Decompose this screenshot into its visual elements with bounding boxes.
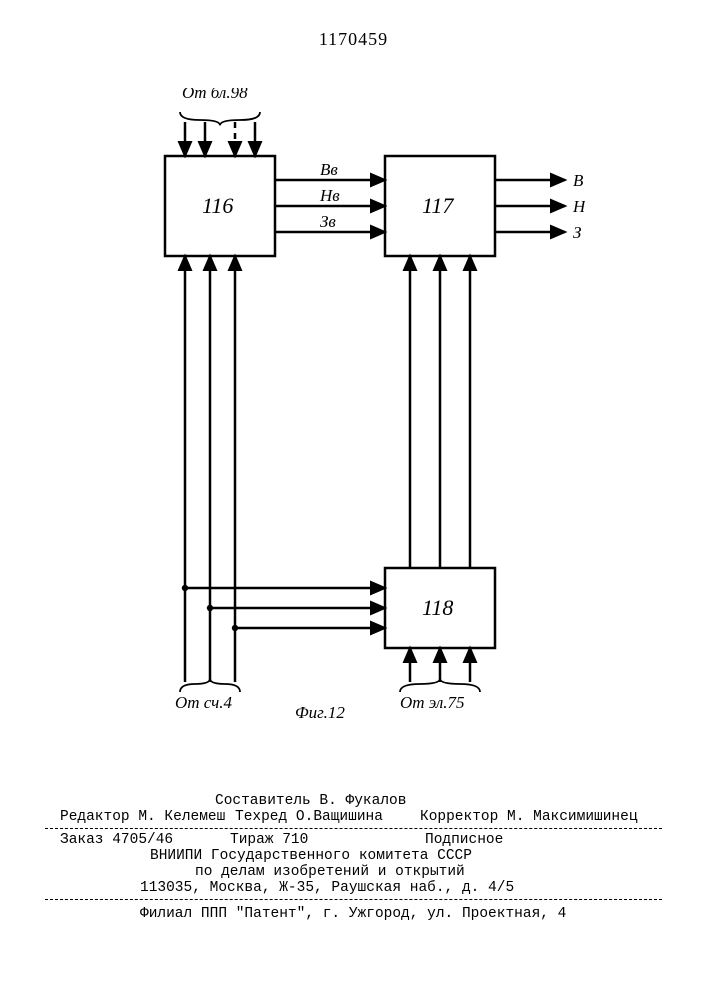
svg-text:От бл.98: От бл.98 (182, 88, 248, 102)
svg-text:В: В (573, 171, 584, 190)
corrector: Корректор М. Максимишинец (420, 809, 638, 825)
svg-text:З: З (573, 223, 582, 242)
address: 113035, Москва, Ж-35, Раушская наб., д. … (140, 880, 514, 896)
svg-text:118: 118 (422, 595, 453, 620)
subscription: Подписное (425, 832, 503, 848)
svg-text:Нв: Нв (319, 186, 340, 205)
editor: Редактор М. Келемеш (60, 809, 235, 825)
org-line2: по делам изобретений и открытий (195, 864, 465, 880)
tirazh: Тираж 710 (230, 832, 425, 848)
svg-text:Зв: Зв (320, 212, 336, 231)
svg-text:Фиг.12: Фиг.12 (295, 703, 345, 722)
block-diagram: 116 117 118 От бл.98 От сч.4 От эл.75 Вв Нв Зв ВН… (125, 88, 585, 723)
imprint-footer: Составитель В. Фукалов Редактор М. Келем… (0, 793, 707, 922)
techred: Техред О.Ващишина (235, 809, 420, 825)
compositor: Составитель В. Фукалов (215, 793, 406, 809)
org-line1: ВНИИПИ Государственного комитета СССР (150, 848, 472, 864)
svg-text:116: 116 (202, 193, 233, 218)
svg-text:От эл.75: От эл.75 (400, 693, 465, 712)
svg-text:117: 117 (422, 193, 454, 218)
svg-text:Вв: Вв (320, 160, 338, 179)
filial: Филиал ППП "Патент", г. Ужгород, ул. Про… (140, 906, 566, 922)
svg-text:Н: Н (572, 197, 585, 216)
page-number: 1170459 (319, 29, 388, 50)
order-no: Заказ 4705/46 (60, 832, 230, 848)
svg-text:От сч.4: От сч.4 (175, 693, 232, 712)
